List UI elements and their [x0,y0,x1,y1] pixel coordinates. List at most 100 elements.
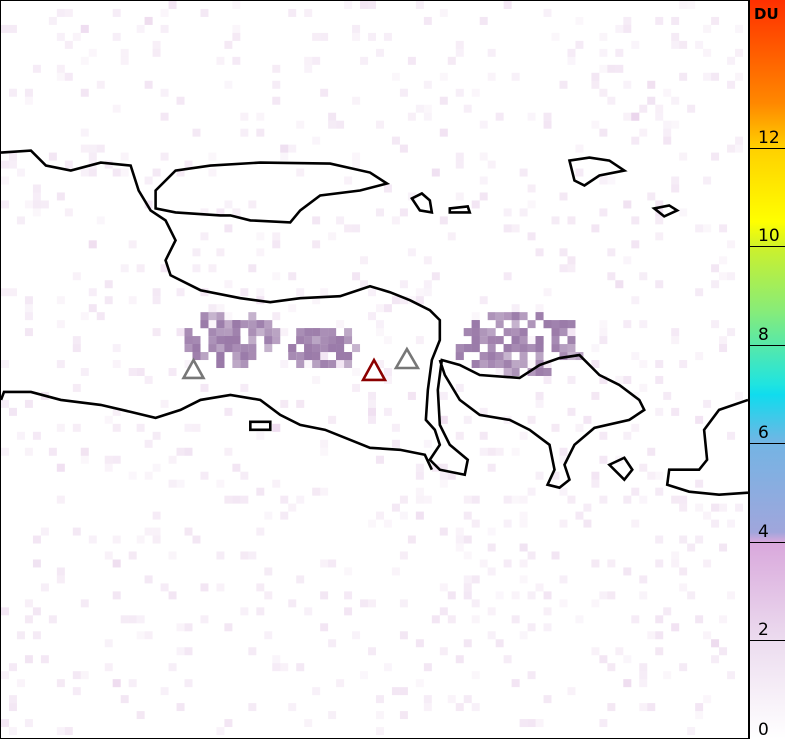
so2-pixel-low [711,519,720,528]
so2-pixel-low [567,495,576,504]
so2-pixel-low [703,695,712,704]
so2-pixel-low [623,679,632,688]
so2-pixel-low [727,144,736,153]
so2-pixel-low [208,168,217,177]
so2-pixel-low [72,671,81,680]
so2-pixel-low [272,64,281,73]
so2-pixel-low [160,687,169,696]
so2-pixel-low [112,32,121,41]
so2-pixel-low [463,695,472,704]
so2-pixel-low [320,88,329,97]
so2-pixel-low [567,407,576,416]
so2-pixel-low [631,136,640,145]
so2-pixel-low [439,607,448,616]
so2-pixel-low [56,64,65,73]
so2-pixel-low [711,72,720,81]
so2-pixel-low [56,296,65,305]
so2-pixel-plume [232,320,241,329]
so2-pixel-low [407,391,416,400]
so2-pixel-plume [240,320,249,329]
so2-pixel-low [256,128,265,137]
so2-pixel-low [152,168,161,177]
so2-pixel-low [719,647,728,656]
so2-pixel-low [479,407,488,416]
so2-pixel-low [32,607,41,616]
so2-pixel-low [176,288,185,297]
so2-pixel-low [735,136,743,145]
so2-pixel-low [280,152,289,161]
so2-pixel-plume [264,328,273,337]
so2-pixel-low [583,519,592,528]
so2-pixel-low [695,703,704,712]
so2-pixel-low [607,703,616,712]
so2-pixel-low [56,72,65,81]
so2-pixel-low [639,320,648,329]
so2-pixel-low [368,288,376,297]
so2-pixel-low [415,511,424,520]
so2-pixel-low [48,152,57,161]
volcano-east-marker[interactable] [393,346,421,370]
so2-pixel-low [368,391,376,400]
so2-pixel-low [32,200,41,209]
so2-pixel-low [431,615,440,624]
so2-pixel-low [655,375,664,384]
so2-pixel-low [160,8,169,17]
so2-pixel-plume [248,344,257,353]
so2-pixel-low [655,16,664,25]
so2-pixel-low [96,216,105,225]
so2-pixel-low [703,631,712,640]
so2-pixel-low [575,40,584,49]
so2-pixel-plume [200,320,209,329]
so2-pixel-low [607,248,616,257]
so2-pixel-low [647,80,656,89]
so2-pixel-low [663,136,672,145]
so2-pixel-low [264,631,273,640]
so2-pixel-low [8,152,17,161]
so2-pixel-plume [272,328,281,337]
so2-pixel-low [280,144,289,153]
so2-pixel-low [407,56,416,65]
so2-pixel-plume [495,320,504,329]
so2-pixel-plume [224,328,233,337]
so2-pixel-low [399,711,408,720]
so2-pixel-low [296,120,305,129]
so2-pixel-low [519,719,528,728]
so2-pixel-plume [511,336,520,345]
so2-pixel-low [104,551,113,560]
so2-pixel-low [567,48,576,57]
so2-pixel-low [711,639,720,648]
volcano-main-marker[interactable] [360,357,388,382]
so2-pixel-low [679,495,688,504]
so2-pixel-low [671,623,680,632]
so2-pixel-low [487,160,496,169]
so2-pixel-low [671,176,680,185]
so2-pixel-low [360,256,369,265]
so2-pixel-low [607,64,616,73]
so2-pixel-low [727,56,736,65]
so2-pixel-low [455,192,464,201]
so2-pixel-plume [232,336,241,345]
colorbar-tick [750,443,785,445]
so2-pixel-low [615,48,624,57]
so2-pixel-plume [503,344,512,353]
so2-pixel-low [296,495,305,504]
so2-pixel-low [511,679,520,688]
so2-pixel-low [168,479,177,488]
so2-pixel-low [527,360,536,369]
so2-pixel-plume [551,344,560,353]
so2-pixel-plume [479,352,488,361]
so2-pixel-low [104,280,113,289]
so2-pixel-low [479,176,488,185]
so2-pixel-low [128,615,137,624]
so2-pixel-low [32,431,41,440]
volcano-west-marker[interactable] [181,357,206,380]
so2-pixel-low [264,567,273,576]
so2-pixel-low [399,296,408,305]
so2-pixel-plume [248,320,257,329]
volcano-markers [181,346,421,382]
so2-pixel-low [671,120,680,129]
so2-pixel-low [312,240,321,249]
so2-pixel-low [184,647,193,656]
colorbar-tick [750,541,785,543]
